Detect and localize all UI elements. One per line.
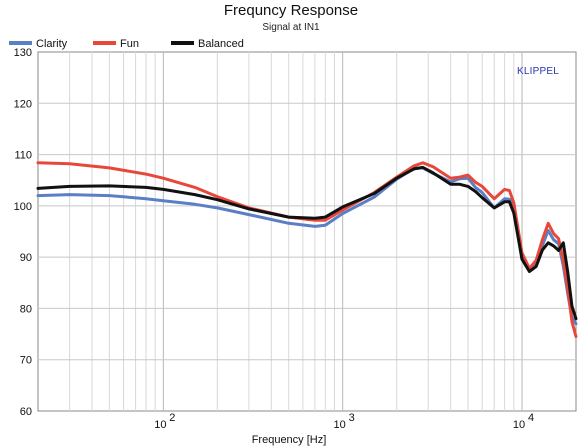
series-lines xyxy=(36,161,578,339)
y-tick-label: 130 xyxy=(14,47,32,59)
x-tick-label: 10 xyxy=(154,419,166,431)
chart-title: Frequncy Response xyxy=(224,2,358,19)
gridlines xyxy=(38,52,576,411)
x-tick-label: 10 xyxy=(513,419,525,431)
x-axis-label: Frequency [Hz] xyxy=(252,434,327,446)
series-line-clarity xyxy=(36,166,578,326)
x-tick-label: 10 xyxy=(334,419,346,431)
legend-label-balanced: Balanced xyxy=(198,38,244,50)
chart-subtitle: Signal at IN1 xyxy=(262,22,320,33)
x-tick-exponent: 4 xyxy=(528,412,534,424)
legend: Clarity Fun Balanced xyxy=(9,38,244,50)
x-tick-exponent: 3 xyxy=(349,412,355,424)
x-tick-exponent: 2 xyxy=(169,412,175,424)
y-tick-label: 60 xyxy=(20,406,32,418)
y-tick-label: 90 xyxy=(20,252,32,264)
y-tick-label: 100 xyxy=(14,201,32,213)
y-tick-label: 80 xyxy=(20,303,32,315)
y-tick-label: 70 xyxy=(20,355,32,367)
klippel-badge: KLIPPEL xyxy=(517,66,559,77)
legend-label-fun: Fun xyxy=(120,38,139,50)
series-line-balanced xyxy=(36,165,578,321)
series-line-fun xyxy=(36,161,578,339)
plot-area xyxy=(37,51,577,412)
y-tick-label: 120 xyxy=(14,98,32,110)
y-axis: 60 70 80 90 100 110 120 130 xyxy=(14,47,32,418)
legend-label-clarity: Clarity xyxy=(36,38,68,50)
y-tick-label: 110 xyxy=(14,150,32,162)
